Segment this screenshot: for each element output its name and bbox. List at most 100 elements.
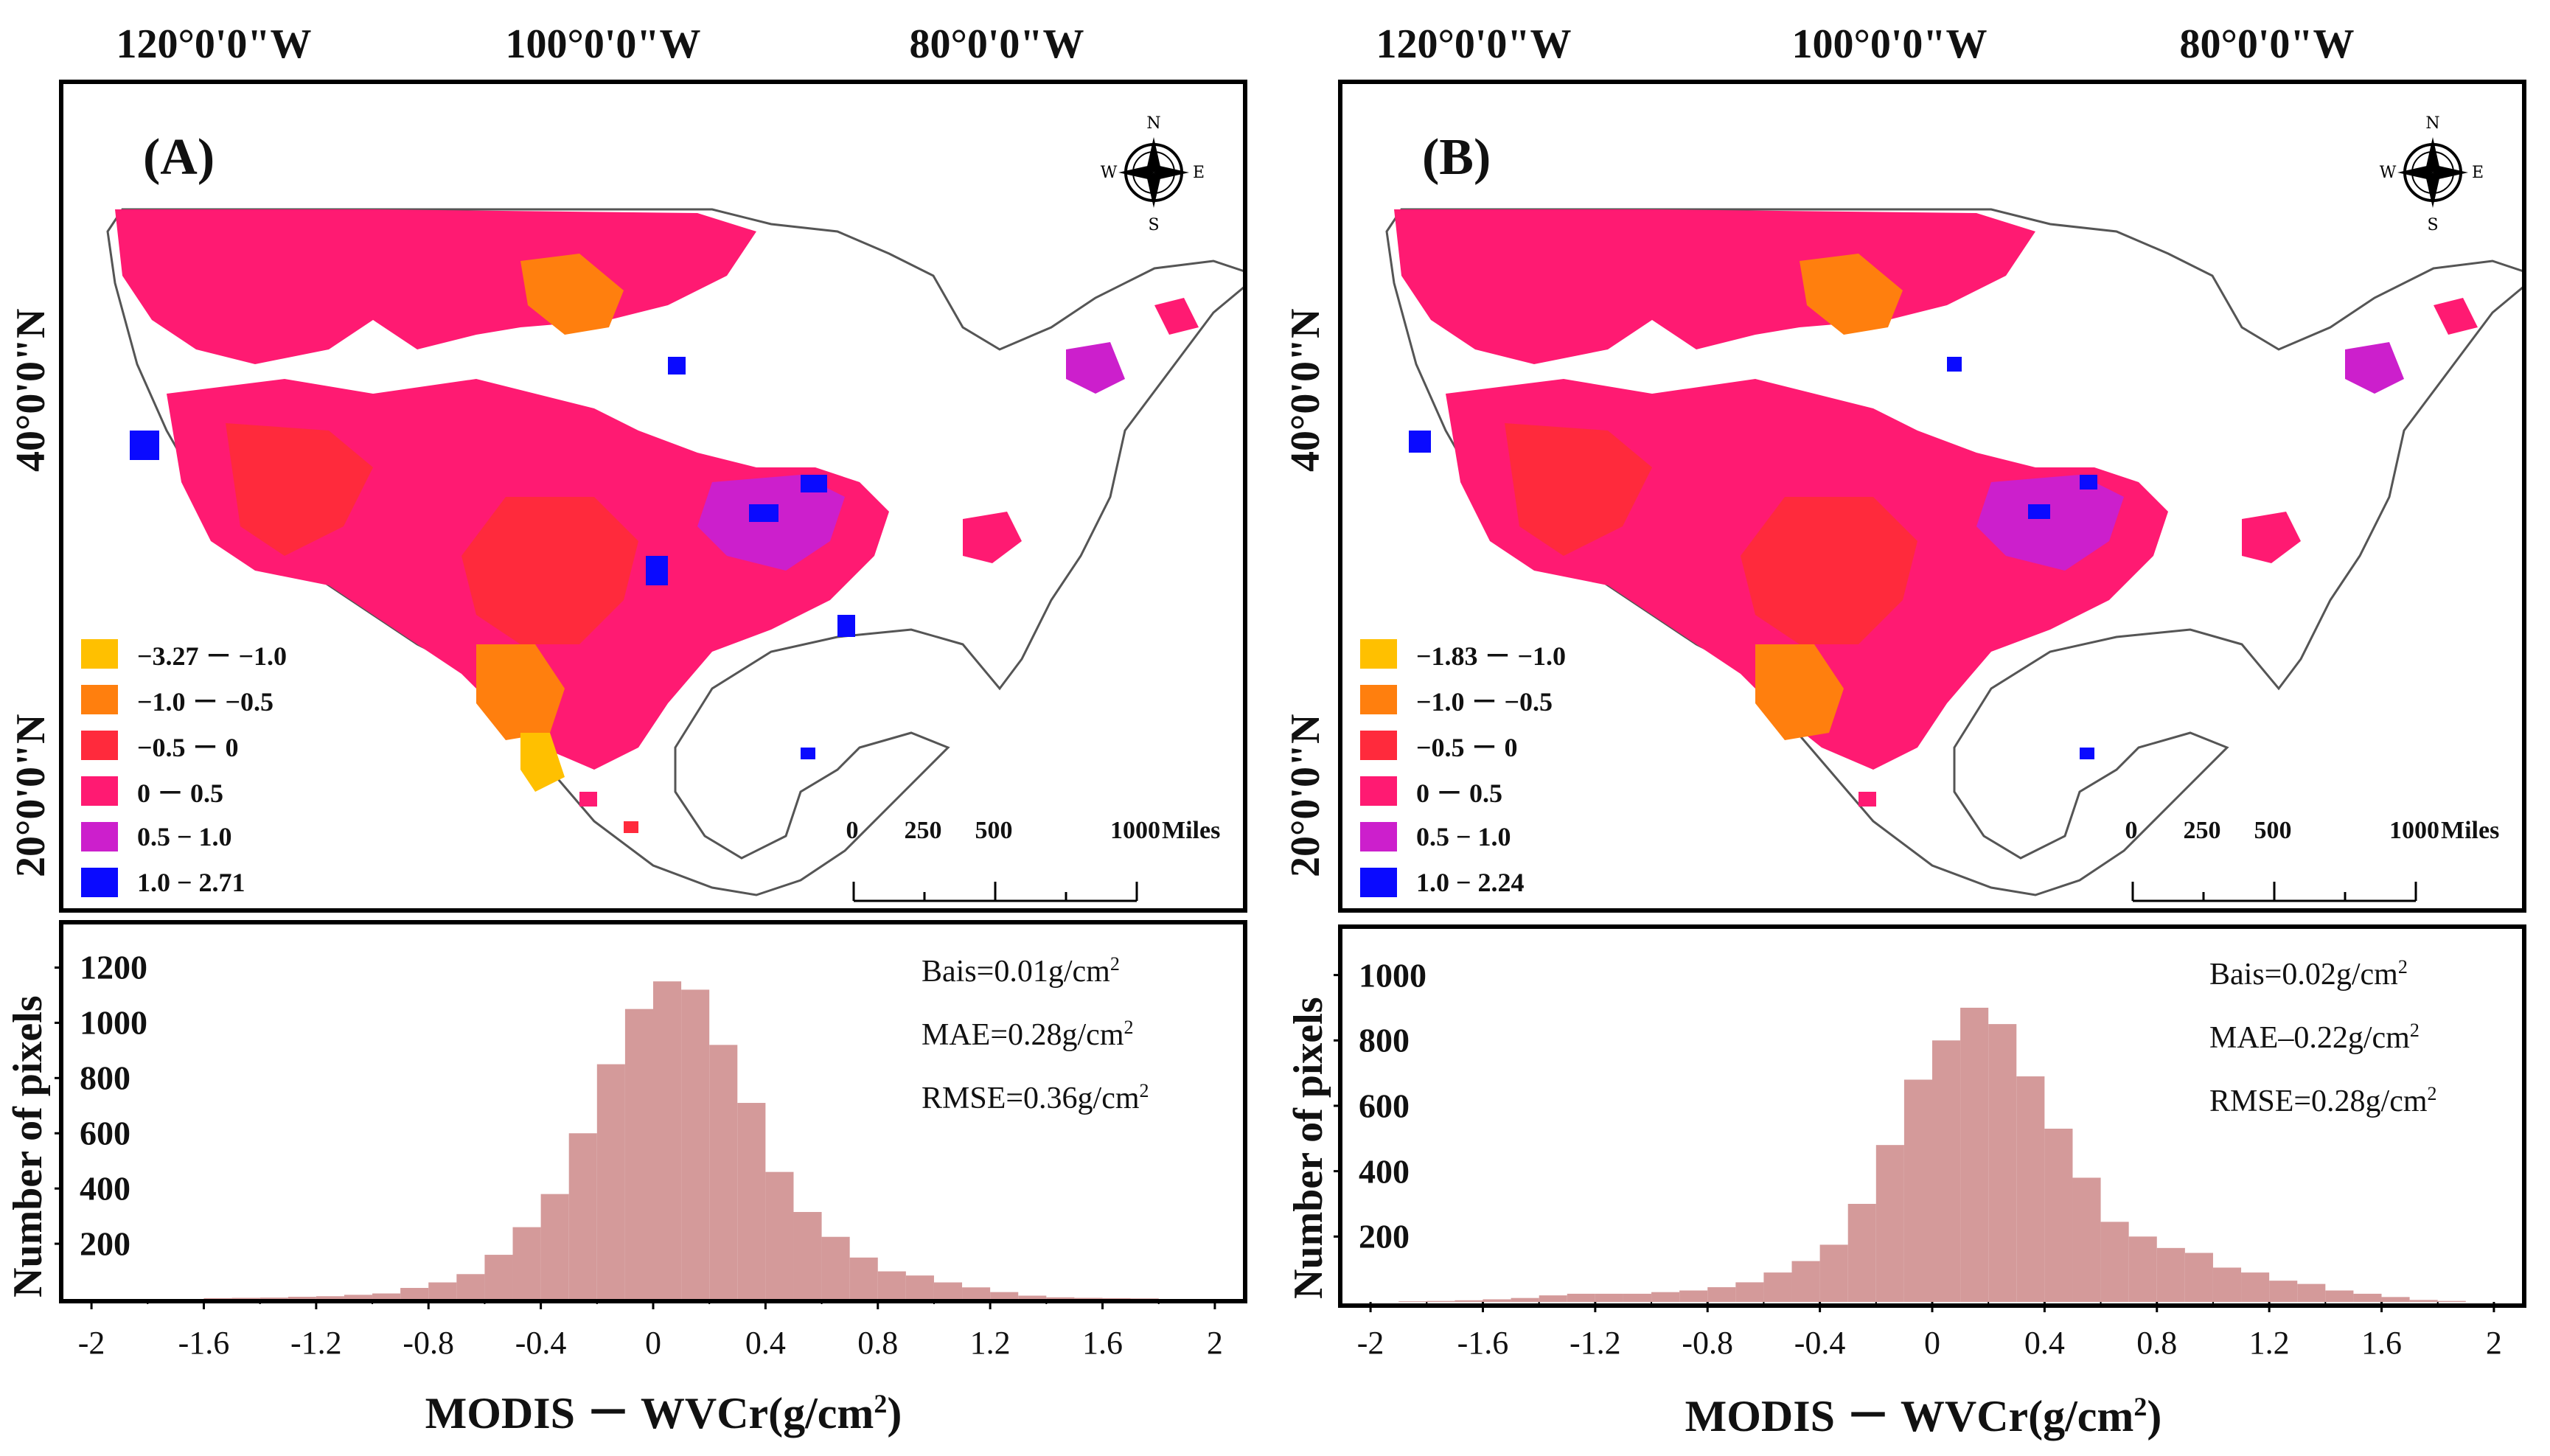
stats-box: Bais=0.01g/cm2 MAE=0.28g/cm2 RMSE=0.36g/… bbox=[922, 936, 1149, 1126]
histogram-bar bbox=[1651, 1292, 1680, 1302]
y-tick-label: 600 bbox=[80, 1114, 130, 1152]
y-tick-label: 1000 bbox=[1359, 956, 1426, 995]
histogram-bar bbox=[962, 1287, 991, 1299]
histogram-bar bbox=[1847, 1203, 1876, 1302]
compass-icon: N E S W bbox=[2380, 114, 2484, 233]
histogram-bar bbox=[2184, 1253, 2213, 1302]
histogram-bar bbox=[1679, 1290, 1708, 1302]
y-tick-label: 200 bbox=[1359, 1217, 1410, 1255]
histogram-bar bbox=[765, 1171, 794, 1299]
x-axis-title: MODIS － WVCr(g/cm2) bbox=[425, 1389, 902, 1438]
histogram-bar bbox=[316, 1296, 344, 1299]
compass-e: E bbox=[1193, 164, 1205, 182]
histogram-bar bbox=[484, 1255, 513, 1299]
compass-n: N bbox=[2425, 114, 2439, 133]
compass-w: W bbox=[2380, 164, 2397, 182]
histogram-bar bbox=[2353, 1293, 2382, 1302]
legend-swatch bbox=[1360, 776, 1397, 806]
x-axis-title: MODIS － WVCr(g/cm2) bbox=[1685, 1392, 2162, 1441]
legend-item: 0.5 − 1.0 bbox=[1360, 820, 1511, 854]
legend-swatch bbox=[81, 731, 118, 760]
legend-swatch bbox=[1360, 731, 1397, 760]
histogram-bar bbox=[933, 1282, 963, 1299]
map-canvas bbox=[106, 208, 1243, 896]
scale-label: 500 bbox=[975, 817, 1013, 844]
legend-item: 0 － 0.5 bbox=[1360, 774, 1502, 808]
legend-item: 1.0 − 2.24 bbox=[1360, 865, 1525, 899]
histogram-bar bbox=[1903, 1079, 1932, 1302]
x-tick-label: 1.6 bbox=[2361, 1325, 2403, 1361]
histogram-bar bbox=[344, 1295, 373, 1299]
histogram-bar bbox=[1932, 1040, 1961, 1302]
histogram-bar bbox=[1102, 1297, 1131, 1299]
histogram-bar bbox=[2128, 1236, 2157, 1302]
y-axis-title: Number of pixels bbox=[1286, 997, 1331, 1299]
y-tick-label: 1000 bbox=[80, 1003, 147, 1042]
legend-label: −0.5 － 0 bbox=[137, 733, 239, 762]
histogram-bar bbox=[1988, 1024, 2017, 1302]
legend-label: 1.0 − 2.71 bbox=[137, 868, 245, 897]
y-tick-label: 800 bbox=[1359, 1021, 1410, 1059]
map-frame: (A) N E S W −3.27 － −1.0 −1.0 － −0.5 −0.… bbox=[59, 80, 1247, 913]
histogram-bar bbox=[1763, 1272, 1792, 1302]
stat-bias: Bais=0.02g/cm2 bbox=[2209, 956, 2408, 992]
x-tick-label: -1.6 bbox=[178, 1325, 230, 1361]
histogram-bar bbox=[203, 1297, 232, 1299]
y-tick-label: 1200 bbox=[80, 948, 147, 986]
histogram-plot bbox=[1334, 974, 2495, 1312]
x-tick-label: -0.8 bbox=[1682, 1325, 1734, 1361]
lon-label-100w: 100°0'0"W bbox=[505, 21, 701, 67]
histogram-bar bbox=[288, 1297, 316, 1299]
histogram-bar bbox=[512, 1227, 541, 1299]
histogram-bar bbox=[1018, 1295, 1047, 1299]
histogram-bar bbox=[1735, 1282, 1764, 1302]
scale-unit: Miles bbox=[2441, 817, 2500, 844]
histogram-plot bbox=[55, 966, 1216, 1309]
x-tick-label: -1.6 bbox=[1457, 1325, 1509, 1361]
histogram-bar bbox=[1595, 1293, 1623, 1302]
histogram-bar bbox=[1567, 1293, 1595, 1302]
x-tick-label: -0.4 bbox=[515, 1325, 567, 1361]
legend-item: −1.83 － −1.0 bbox=[1360, 637, 1566, 671]
histogram-bar bbox=[1130, 1298, 1159, 1299]
legend-label: 0.5 − 1.0 bbox=[137, 822, 232, 851]
x-tick-label: -0.4 bbox=[1794, 1325, 1846, 1361]
panel-a: 120°0'0"W 100°0'0"W 80°0'0"W 40°0'0"N 20… bbox=[5, 21, 1247, 1438]
x-tick-label: 2 bbox=[2485, 1325, 2502, 1361]
histogram-bar bbox=[2269, 1281, 2298, 1302]
histogram-bar bbox=[2044, 1129, 2073, 1302]
compass-s: S bbox=[2427, 216, 2438, 233]
scale-ruler bbox=[2131, 882, 2417, 902]
histogram-bar bbox=[2409, 1300, 2438, 1302]
scale-bar: 0 250 500 1000 Miles bbox=[846, 817, 1220, 908]
legend-swatch bbox=[1360, 868, 1397, 897]
histogram-bar bbox=[400, 1288, 429, 1299]
x-tick-label: 1.2 bbox=[969, 1325, 1011, 1361]
histogram-bar bbox=[653, 981, 682, 1299]
legend-label: −0.5 － 0 bbox=[1416, 733, 1518, 762]
y-tick-label: 600 bbox=[1359, 1087, 1410, 1125]
histogram-bar bbox=[793, 1212, 822, 1299]
y-tick-label: 200 bbox=[80, 1225, 130, 1263]
histogram-bar bbox=[2437, 1300, 2466, 1302]
bias-raster bbox=[1394, 209, 2478, 807]
histogram-bar bbox=[1791, 1261, 1820, 1302]
legend-item: −0.5 － 0 bbox=[1360, 728, 1518, 762]
histogram-bar bbox=[1623, 1293, 1652, 1302]
x-tick-label: 0 bbox=[1924, 1325, 1940, 1361]
lon-label-120w: 120°0'0"W bbox=[1376, 21, 1572, 67]
histogram-bar bbox=[681, 989, 710, 1299]
scale-label: 250 bbox=[904, 817, 942, 844]
legend-label: 0.5 − 1.0 bbox=[1416, 822, 1511, 851]
histogram-bar bbox=[1398, 1301, 1427, 1302]
x-tick-label: -2 bbox=[77, 1325, 105, 1361]
legend-swatch bbox=[81, 868, 118, 897]
histogram-bar bbox=[428, 1282, 457, 1299]
y-tick-label: 400 bbox=[80, 1169, 130, 1208]
x-tick-label: 0.8 bbox=[857, 1325, 899, 1361]
legend-item: −1.0 － −0.5 bbox=[1360, 683, 1553, 717]
legend-label: −1.0 － −0.5 bbox=[137, 687, 274, 717]
scale-unit: Miles bbox=[1162, 817, 1221, 844]
compass-s: S bbox=[1148, 216, 1159, 233]
x-tick-label: 2 bbox=[1206, 1325, 1223, 1361]
